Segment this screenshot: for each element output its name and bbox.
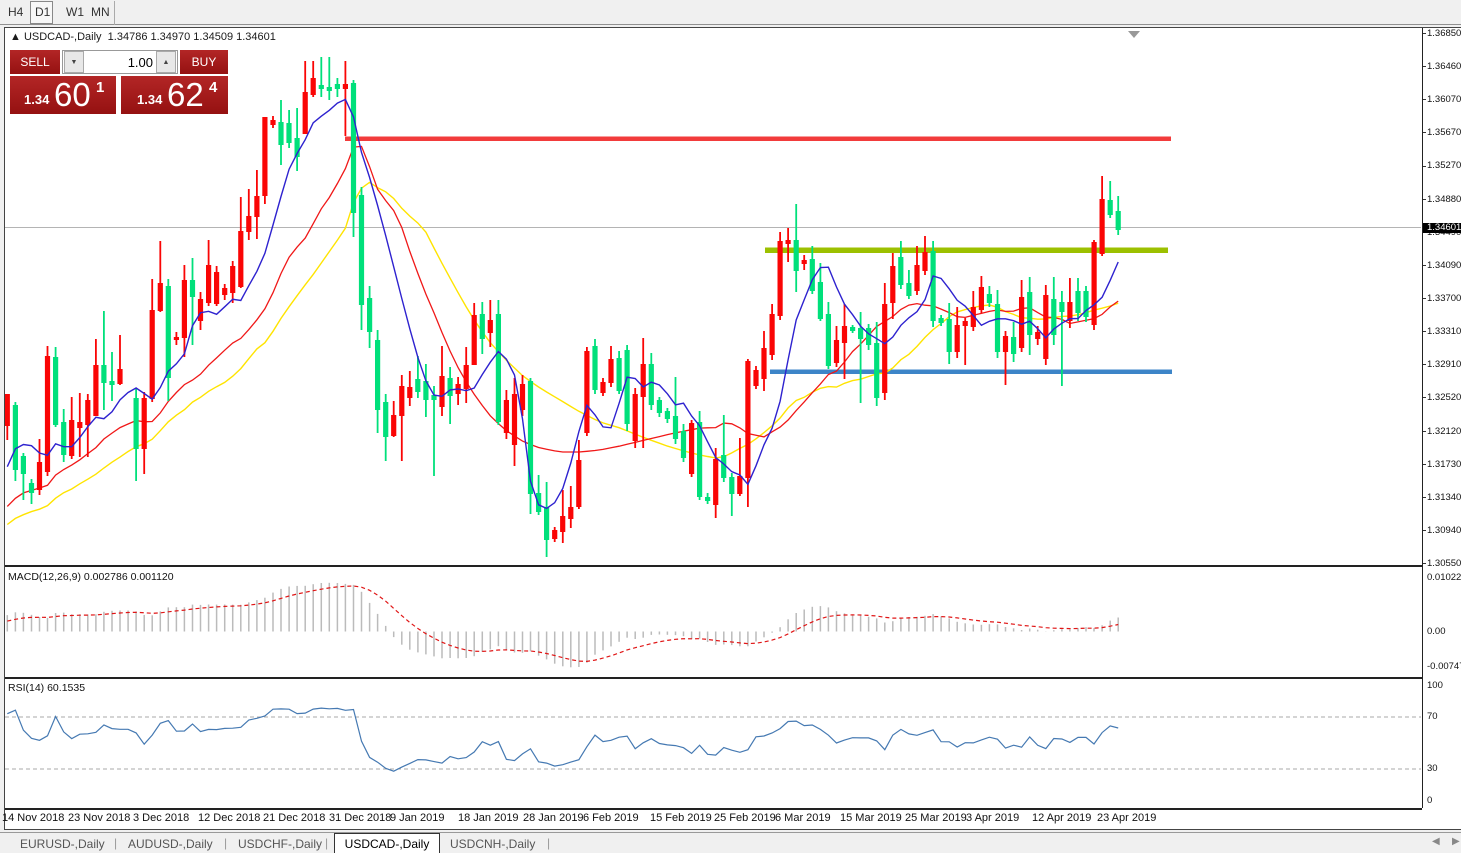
svg-text:RSI(14) 60.1535: RSI(14) 60.1535 [8, 682, 85, 694]
svg-text:MACD(12,26,9) 0.002786 0.00112: MACD(12,26,9) 0.002786 0.001120 [8, 571, 174, 583]
